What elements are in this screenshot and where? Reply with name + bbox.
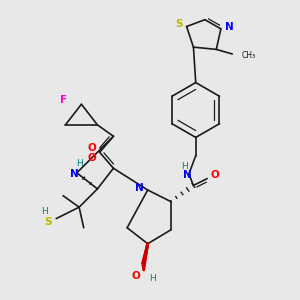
- Text: N: N: [135, 183, 144, 193]
- Text: H: H: [181, 161, 188, 170]
- Text: N: N: [224, 22, 233, 32]
- Text: O: O: [87, 153, 96, 163]
- Text: O: O: [87, 143, 96, 153]
- Text: H: H: [149, 274, 156, 283]
- Text: N: N: [183, 170, 192, 180]
- Text: H: H: [76, 159, 82, 168]
- Text: N: N: [70, 169, 79, 179]
- Text: H: H: [41, 207, 48, 216]
- Text: O: O: [211, 170, 220, 180]
- Text: CH₃: CH₃: [242, 51, 256, 60]
- Text: O: O: [132, 271, 141, 281]
- Text: F: F: [60, 95, 67, 105]
- Text: S: S: [175, 19, 182, 29]
- Text: S: S: [44, 217, 52, 227]
